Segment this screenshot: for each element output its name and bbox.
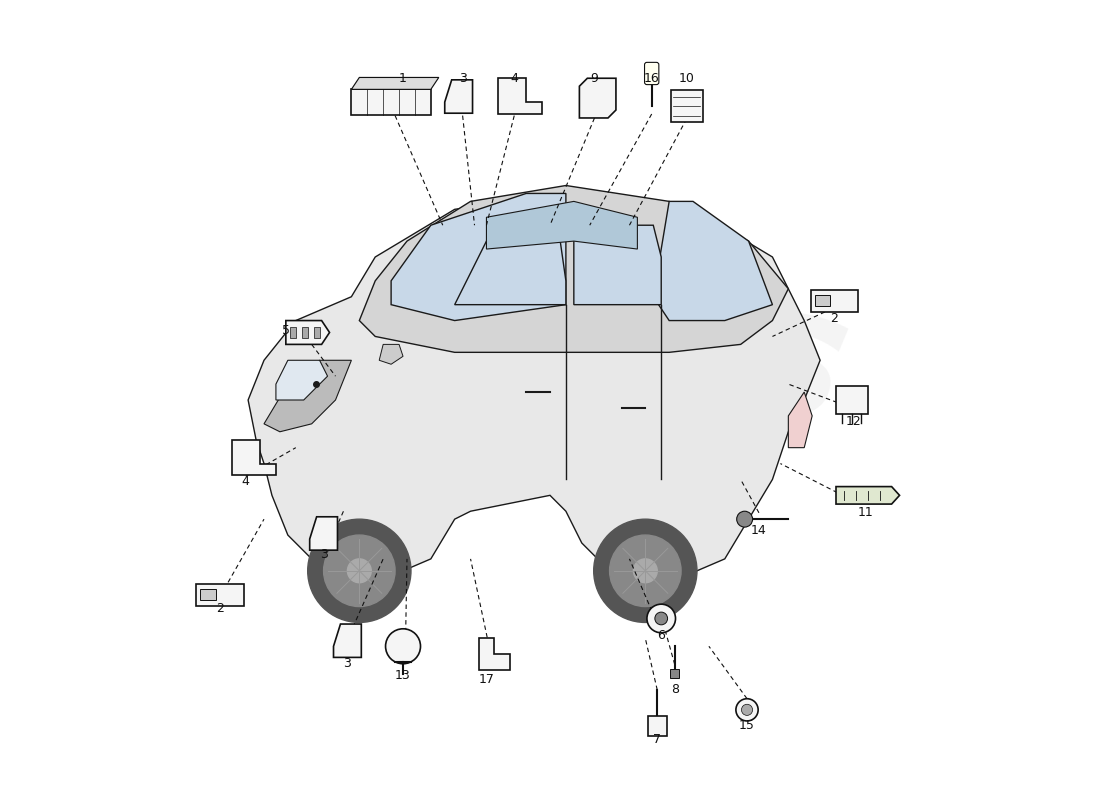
Text: 7: 7 <box>653 733 661 746</box>
Polygon shape <box>653 202 772 321</box>
Circle shape <box>654 612 668 625</box>
FancyBboxPatch shape <box>670 669 680 678</box>
FancyBboxPatch shape <box>301 326 308 338</box>
Polygon shape <box>574 226 661 305</box>
Circle shape <box>647 604 675 633</box>
FancyBboxPatch shape <box>814 295 830 306</box>
Circle shape <box>737 511 752 527</box>
Circle shape <box>634 559 658 582</box>
FancyBboxPatch shape <box>200 589 217 600</box>
FancyBboxPatch shape <box>648 716 667 736</box>
Polygon shape <box>249 194 821 582</box>
Text: 3: 3 <box>459 72 466 85</box>
Polygon shape <box>392 194 565 321</box>
Text: a passion for parts since 1985: a passion for parts since 1985 <box>408 458 724 478</box>
Text: 13: 13 <box>395 669 411 682</box>
Polygon shape <box>310 517 338 550</box>
FancyBboxPatch shape <box>351 90 431 114</box>
Polygon shape <box>580 78 616 118</box>
Circle shape <box>386 629 420 664</box>
Text: 10: 10 <box>679 72 694 85</box>
Polygon shape <box>478 638 510 670</box>
Text: 11: 11 <box>858 506 873 519</box>
Polygon shape <box>360 186 789 352</box>
Text: 4: 4 <box>242 474 250 487</box>
Polygon shape <box>276 360 328 400</box>
Polygon shape <box>379 344 403 364</box>
FancyBboxPatch shape <box>289 326 296 338</box>
FancyBboxPatch shape <box>645 62 659 85</box>
Polygon shape <box>444 80 473 114</box>
Circle shape <box>609 535 681 606</box>
Circle shape <box>308 519 411 622</box>
Text: 15: 15 <box>739 719 755 732</box>
Text: 6: 6 <box>658 630 666 642</box>
Polygon shape <box>486 202 637 249</box>
Circle shape <box>741 704 752 715</box>
Text: 12: 12 <box>846 415 861 428</box>
Circle shape <box>594 519 697 622</box>
Polygon shape <box>351 78 439 90</box>
Text: 2: 2 <box>217 602 224 614</box>
Polygon shape <box>333 624 361 658</box>
FancyBboxPatch shape <box>671 90 703 122</box>
Text: 3: 3 <box>320 548 328 561</box>
Text: 4: 4 <box>510 72 518 85</box>
FancyBboxPatch shape <box>836 386 868 414</box>
Text: 5: 5 <box>283 324 290 338</box>
Text: es: es <box>602 242 864 462</box>
Text: 16: 16 <box>644 72 660 85</box>
FancyBboxPatch shape <box>314 326 320 338</box>
Polygon shape <box>232 440 276 475</box>
Polygon shape <box>789 392 812 448</box>
Polygon shape <box>454 226 565 305</box>
Circle shape <box>348 559 372 582</box>
Text: eurospares: eurospares <box>373 370 759 430</box>
FancyBboxPatch shape <box>811 290 858 312</box>
Text: 9: 9 <box>591 72 598 85</box>
Text: 2: 2 <box>830 312 838 325</box>
Text: 1: 1 <box>399 72 407 85</box>
Circle shape <box>736 698 758 721</box>
Text: 8: 8 <box>671 682 679 696</box>
Polygon shape <box>286 321 330 344</box>
Polygon shape <box>836 486 900 504</box>
FancyBboxPatch shape <box>197 583 244 606</box>
Polygon shape <box>264 360 351 432</box>
Text: 14: 14 <box>750 524 766 537</box>
Polygon shape <box>498 78 542 114</box>
Text: 3: 3 <box>343 658 351 670</box>
Circle shape <box>323 535 395 606</box>
Text: 17: 17 <box>478 673 494 686</box>
